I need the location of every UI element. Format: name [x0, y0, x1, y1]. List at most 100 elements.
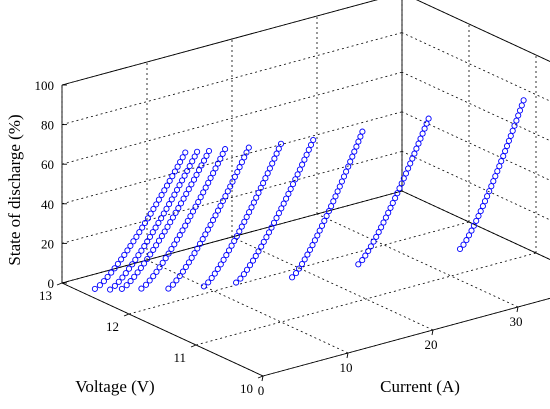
data-point — [470, 222, 477, 229]
data-point — [123, 282, 130, 289]
data-point — [332, 193, 339, 200]
data-point — [212, 212, 219, 219]
data-point — [252, 252, 259, 260]
data-point — [307, 141, 315, 148]
data-point — [347, 158, 354, 165]
data-point — [419, 130, 426, 137]
data-point — [382, 214, 389, 221]
data-point — [255, 248, 262, 255]
data-point — [205, 147, 213, 155]
data-point — [505, 137, 512, 144]
data-point — [238, 223, 245, 230]
data-point — [137, 264, 144, 272]
data-point — [375, 229, 382, 236]
back-wall-grid-line — [61, 111, 403, 205]
data-point — [509, 127, 516, 134]
voltage-tick-label: 12 — [106, 319, 119, 334]
data-point — [224, 188, 231, 195]
data-point — [289, 274, 296, 281]
data-point — [318, 222, 326, 229]
data-point — [304, 251, 311, 258]
floor-grid-line — [231, 236, 434, 331]
data-point — [496, 163, 503, 170]
data-point — [292, 270, 300, 277]
data-point — [515, 112, 522, 119]
data-point — [407, 160, 414, 167]
data-point — [194, 245, 201, 252]
data-point — [417, 135, 424, 142]
data-point — [193, 171, 200, 178]
data-point — [248, 204, 255, 211]
grid-lines — [61, 0, 550, 377]
data-point — [265, 229, 273, 236]
back-wall-grid-line — [61, 0, 378, 86]
data-point — [185, 186, 192, 193]
data-point — [266, 165, 273, 172]
data-point — [236, 164, 243, 171]
data-point — [229, 178, 236, 185]
data-point — [398, 180, 405, 187]
data-point — [231, 173, 238, 180]
data-point — [334, 188, 341, 195]
data-point — [246, 262, 254, 269]
data-point — [250, 199, 257, 206]
data-point — [202, 231, 209, 238]
data-point — [268, 224, 275, 231]
data-point — [223, 252, 230, 259]
z-tick-label: 0 — [48, 276, 55, 291]
data-point — [210, 170, 217, 177]
data-point — [498, 158, 505, 165]
data-point — [387, 204, 394, 211]
data-point — [479, 203, 486, 210]
data-points — [91, 97, 527, 293]
data-point — [184, 217, 191, 224]
data-point — [349, 153, 356, 160]
data-point — [500, 153, 507, 160]
data-point — [241, 218, 248, 225]
data-point — [340, 173, 348, 180]
data-point — [165, 285, 172, 292]
data-point — [258, 243, 265, 250]
data-point — [147, 251, 154, 258]
data-point — [130, 238, 137, 245]
data-point — [465, 232, 473, 239]
data-point — [153, 201, 160, 208]
z-tick-label: 20 — [41, 236, 54, 251]
data-point — [355, 261, 362, 268]
data-point — [225, 247, 233, 254]
data-point — [138, 285, 145, 292]
data-point — [425, 115, 432, 122]
data-point — [233, 233, 240, 240]
zlabel: State of discharge (%) — [5, 114, 24, 265]
floor-back-edge — [401, 190, 550, 260]
data-point — [394, 190, 401, 197]
floor-grid-line — [195, 252, 537, 346]
z-tick-label: 60 — [41, 157, 54, 172]
data-point — [264, 170, 271, 177]
voltage-tick-mark — [56, 282, 63, 286]
data-point — [311, 237, 318, 244]
data-point — [179, 268, 186, 275]
data-point — [257, 184, 264, 191]
data-point — [294, 171, 301, 178]
data-point — [411, 150, 418, 157]
data-point — [172, 209, 179, 216]
data-point — [180, 195, 187, 202]
data-point — [222, 193, 229, 200]
data-point — [146, 277, 153, 284]
data-point — [144, 255, 151, 263]
data-point — [263, 234, 270, 241]
data-point — [270, 219, 278, 226]
data-point — [111, 282, 118, 289]
data-point — [124, 247, 131, 254]
tick-labels: 01020304010111213020406080100 — [35, 78, 523, 398]
data-point — [336, 183, 343, 190]
data-point — [183, 190, 190, 197]
data-point — [241, 154, 248, 161]
data-point — [146, 233, 154, 240]
data-point — [314, 232, 321, 239]
current-tick-label: 10 — [340, 360, 353, 375]
data-point — [131, 273, 138, 280]
data-point — [490, 178, 497, 185]
data-point — [160, 210, 167, 217]
